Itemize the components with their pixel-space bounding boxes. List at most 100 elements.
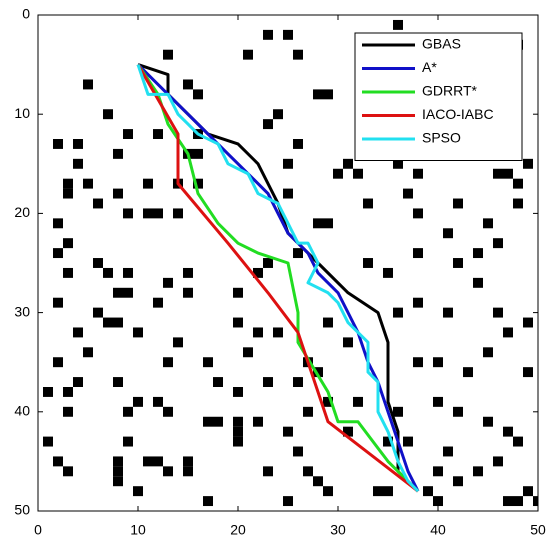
obstacle [253, 327, 263, 338]
obstacle [163, 277, 173, 288]
obstacle [113, 377, 123, 387]
obstacle [503, 327, 513, 338]
obstacle [63, 267, 73, 278]
y-tick-label: 30 [14, 303, 30, 319]
obstacle [353, 396, 363, 407]
obstacle [363, 258, 373, 268]
obstacle [493, 168, 503, 179]
obstacle [83, 178, 93, 189]
obstacle [183, 287, 193, 298]
x-tick-label: 0 [34, 522, 42, 538]
obstacle [373, 486, 383, 497]
legend-label: GDRRT* [422, 83, 478, 99]
legend-label: IACO-IABC [422, 106, 494, 122]
obstacle [63, 466, 73, 477]
obstacle [183, 456, 193, 467]
x-tick-label: 10 [130, 522, 146, 538]
obstacle [443, 446, 453, 457]
legend-label: A* [422, 59, 437, 75]
obstacle [173, 208, 183, 219]
obstacle [53, 139, 63, 149]
obstacle [533, 496, 538, 507]
obstacle [283, 158, 293, 169]
obstacle [103, 109, 113, 120]
obstacle [43, 436, 53, 447]
obstacle [523, 317, 533, 328]
obstacle [383, 267, 393, 278]
obstacle [133, 486, 143, 497]
obstacle [493, 307, 503, 318]
obstacle [63, 406, 73, 417]
obstacle [383, 436, 393, 447]
obstacle [53, 218, 63, 229]
obstacle [453, 406, 463, 417]
obstacle [153, 396, 163, 407]
obstacle [503, 426, 513, 437]
obstacle [313, 367, 323, 378]
obstacle [193, 89, 203, 100]
obstacle [303, 406, 313, 417]
obstacle [113, 287, 123, 298]
obstacle [93, 307, 103, 318]
y-tick-label: 0 [22, 6, 30, 22]
series-line [136, 63, 420, 492]
obstacle [73, 139, 83, 149]
x-tick-label: 30 [330, 522, 346, 538]
obstacle [83, 347, 93, 358]
obstacle [163, 406, 173, 417]
obstacle [83, 79, 93, 90]
obstacle [183, 79, 193, 90]
obstacle [393, 406, 403, 417]
obstacle [293, 446, 303, 457]
obstacle [123, 129, 133, 139]
obstacle [73, 377, 83, 387]
obstacle [123, 406, 133, 417]
obstacle [263, 466, 273, 477]
obstacle [473, 466, 483, 477]
obstacle [233, 387, 243, 397]
obstacle [63, 178, 73, 189]
obstacle [163, 49, 173, 60]
obstacle [93, 198, 103, 209]
y-tick-label: 10 [14, 105, 30, 121]
obstacle [483, 218, 493, 229]
obstacle [413, 168, 423, 179]
obstacle [203, 496, 213, 507]
obstacle [413, 357, 423, 368]
obstacle [233, 416, 243, 427]
obstacle [263, 258, 273, 268]
obstacle [453, 476, 463, 487]
obstacle [153, 456, 163, 467]
obstacle [123, 267, 133, 278]
obstacle [523, 367, 533, 378]
obstacle [453, 198, 463, 209]
obstacle [253, 416, 263, 427]
obstacle [433, 357, 443, 368]
obstacle [293, 377, 303, 387]
obstacle [413, 297, 423, 308]
obstacle [433, 466, 443, 477]
obstacle [193, 148, 203, 159]
obstacle [263, 29, 273, 40]
obstacle [73, 327, 83, 338]
obstacle [473, 248, 483, 259]
obstacle [233, 436, 243, 447]
x-tick-label: 40 [430, 522, 446, 538]
obstacle [383, 486, 393, 497]
obstacle [443, 228, 453, 239]
obstacle [163, 357, 173, 368]
obstacle [113, 456, 123, 467]
obstacle [513, 436, 523, 447]
obstacle [213, 416, 223, 427]
obstacle [323, 317, 333, 328]
obstacle [523, 486, 533, 497]
obstacle [293, 49, 303, 60]
obstacle [63, 238, 73, 249]
obstacle [53, 357, 63, 368]
obstacle [513, 178, 523, 189]
obstacle [143, 178, 153, 189]
obstacle [153, 208, 163, 219]
obstacle [233, 317, 243, 328]
obstacle [143, 456, 153, 467]
obstacle [143, 208, 153, 219]
